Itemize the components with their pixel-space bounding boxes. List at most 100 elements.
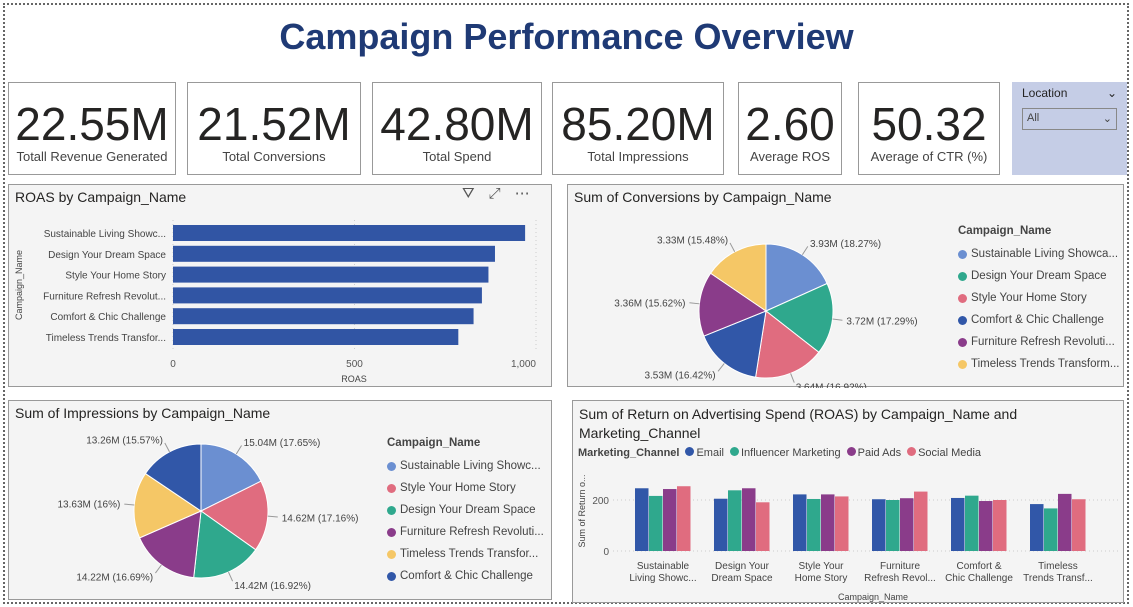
legend-label: Paid Ads [857, 447, 902, 459]
data-label: 3.53M (16.42%) [644, 370, 715, 381]
legend: Campaign_Name Sustainable Living Showca..… [958, 225, 1119, 375]
x-tick-label: Comfort & [956, 561, 1001, 572]
kpi-card-impressions: 85.20M Total Impressions [552, 82, 724, 175]
legend-item[interactable]: Design Your Dream Space [958, 265, 1119, 287]
legend-marker [958, 249, 967, 259]
bar [742, 488, 756, 551]
data-label: 3.64M (16.92%) [796, 382, 867, 388]
data-label: 3.72M (17.29%) [846, 317, 917, 328]
kpi-value: 2.60 [745, 98, 835, 150]
bar [173, 266, 489, 283]
x-axis-title: ROAS [341, 374, 367, 384]
bar [807, 498, 821, 551]
conversions-pie-chart: Sum of Conversions by Campaign_Name 3.93… [567, 184, 1124, 388]
chevron-down-icon: ⌄ [1102, 113, 1112, 125]
legend-item[interactable]: Comfort & Chic Challenge [958, 309, 1119, 331]
data-label: 14.42M (16.92%) [234, 581, 311, 592]
legend-item[interactable]: Social Media [907, 447, 981, 459]
legend-item[interactable]: Influencer Marketing [729, 447, 841, 459]
legend-item[interactable]: Style Your Home Story [958, 287, 1119, 309]
kpi-label: Total Spend [422, 149, 492, 164]
bar [714, 498, 728, 551]
y-axis-title: Sum of Return o... [577, 474, 587, 547]
location-dropdown[interactable]: All ⌄ [1022, 108, 1117, 130]
bar [173, 308, 474, 325]
legend-item[interactable]: Style Your Home Story [387, 477, 544, 499]
legend-label: Timeless Trends Transform... [971, 358, 1120, 370]
bar [900, 498, 914, 551]
leader-line [124, 503, 135, 506]
legend-item[interactable]: Email [685, 447, 724, 459]
leader-line [729, 242, 736, 253]
kpi-label: Average ROS [750, 149, 830, 164]
data-label: 14.22M (16.69%) [76, 572, 153, 583]
legend-marker [387, 571, 396, 581]
legend: Marketing_Channel Email Influencer Marketi… [578, 447, 981, 459]
x-axis-title: Campaign_Name [838, 592, 908, 602]
legend-item[interactable]: Sustainable Living Showca... [958, 243, 1119, 265]
legend-marker [958, 337, 967, 347]
legend-item[interactable]: Furniture Refresh Revoluti... [387, 521, 544, 543]
legend-label: Furniture Refresh Revoluti... [971, 336, 1115, 348]
bar [756, 502, 770, 551]
kpi-card-revenue: 22.55M Totall Revenue Generated [8, 82, 176, 175]
leader-line [689, 302, 700, 305]
legend-marker [958, 271, 967, 281]
legend-label: Social Media [918, 447, 982, 459]
data-label: 13.26M (15.57%) [86, 436, 163, 447]
filter-icon[interactable]: ⛛ [462, 185, 475, 202]
x-tick-label: 500 [346, 359, 363, 370]
legend-item[interactable]: Sustainable Living Showc... [387, 455, 544, 477]
impressions-pie-chart: Sum of Impressions by Campaign_Name 15.0… [8, 400, 552, 600]
x-tick-label: Sustainable [637, 561, 690, 572]
bar [993, 500, 1007, 551]
location-slicer: Location ⌄ All ⌄ [1012, 82, 1127, 175]
kpi-value: 42.80M [380, 98, 534, 150]
bar [1072, 499, 1086, 551]
more-options-icon[interactable]: ⋯ [514, 185, 530, 202]
legend-label: Sustainable Living Showc... [400, 460, 541, 472]
chart-title: Sum of Return on Advertising Spend (ROAS… [579, 406, 1018, 441]
bar [979, 501, 993, 551]
roas-channel-column-chart: Sum of Return on Advertising Spend (ROAS… [572, 400, 1124, 603]
impressions-pie-svg: 15.04M (17.65%) 14.62M (17.16%) 14.42M (16… [58, 436, 359, 592]
chart-title: ROAS by Campaign_Name [15, 189, 187, 205]
legend-marker [387, 461, 396, 471]
legend-marker [958, 293, 967, 303]
leader-line [267, 515, 278, 518]
kpi-label: Average of CTR (%) [870, 149, 988, 164]
kpi-label: Total Conversions [222, 149, 326, 164]
chevron-up-icon[interactable]: ⌄ [1106, 86, 1117, 100]
kpi-card-conversions: 21.52M Total Conversions [187, 82, 361, 175]
x-tick-label: Style Your [798, 561, 844, 572]
visual-header-icons: ⛛ ⤢ ⋯ [462, 186, 530, 202]
legend-marker [958, 315, 967, 325]
leader-line [164, 442, 170, 453]
x-tick-label: Furniture [880, 561, 920, 572]
focus-mode-icon[interactable]: ⤢ [488, 185, 501, 202]
legend-item[interactable]: Timeless Trends Transform... [958, 353, 1119, 375]
bar [728, 490, 742, 551]
legend-item[interactable]: Furniture Refresh Revoluti... [958, 331, 1119, 353]
legend-item[interactable]: Design Your Dream Space [387, 499, 544, 521]
pie-slice [765, 282, 834, 353]
x-tick-label: 0 [170, 359, 176, 370]
leader-line [155, 564, 162, 574]
legend-item[interactable]: Paid Ads [846, 447, 902, 459]
data-label: 3.93M (18.27%) [810, 239, 881, 250]
data-label: 14.62M (17.16%) [282, 513, 359, 524]
slicer-label: Location [1022, 86, 1068, 100]
chart-title: Sum of Impressions by Campaign_Name [15, 405, 271, 421]
data-label: 3.33M (15.48%) [657, 235, 728, 246]
legend-item[interactable]: Comfort & Chic Challenge [387, 565, 544, 587]
kpi-label: Total Impressions [587, 149, 689, 164]
legend-item[interactable]: Timeless Trends Transfor... [387, 543, 544, 565]
legend-marker [958, 359, 967, 369]
legend-label: Design Your Dream Space [971, 270, 1107, 282]
kpi-value: 50.32 [871, 98, 987, 150]
kpi-value: 22.55M [15, 98, 169, 150]
legend-marker [387, 505, 396, 515]
y-tick-label: 0 [603, 547, 609, 558]
legend-label: Design Your Dream Space [400, 504, 536, 516]
